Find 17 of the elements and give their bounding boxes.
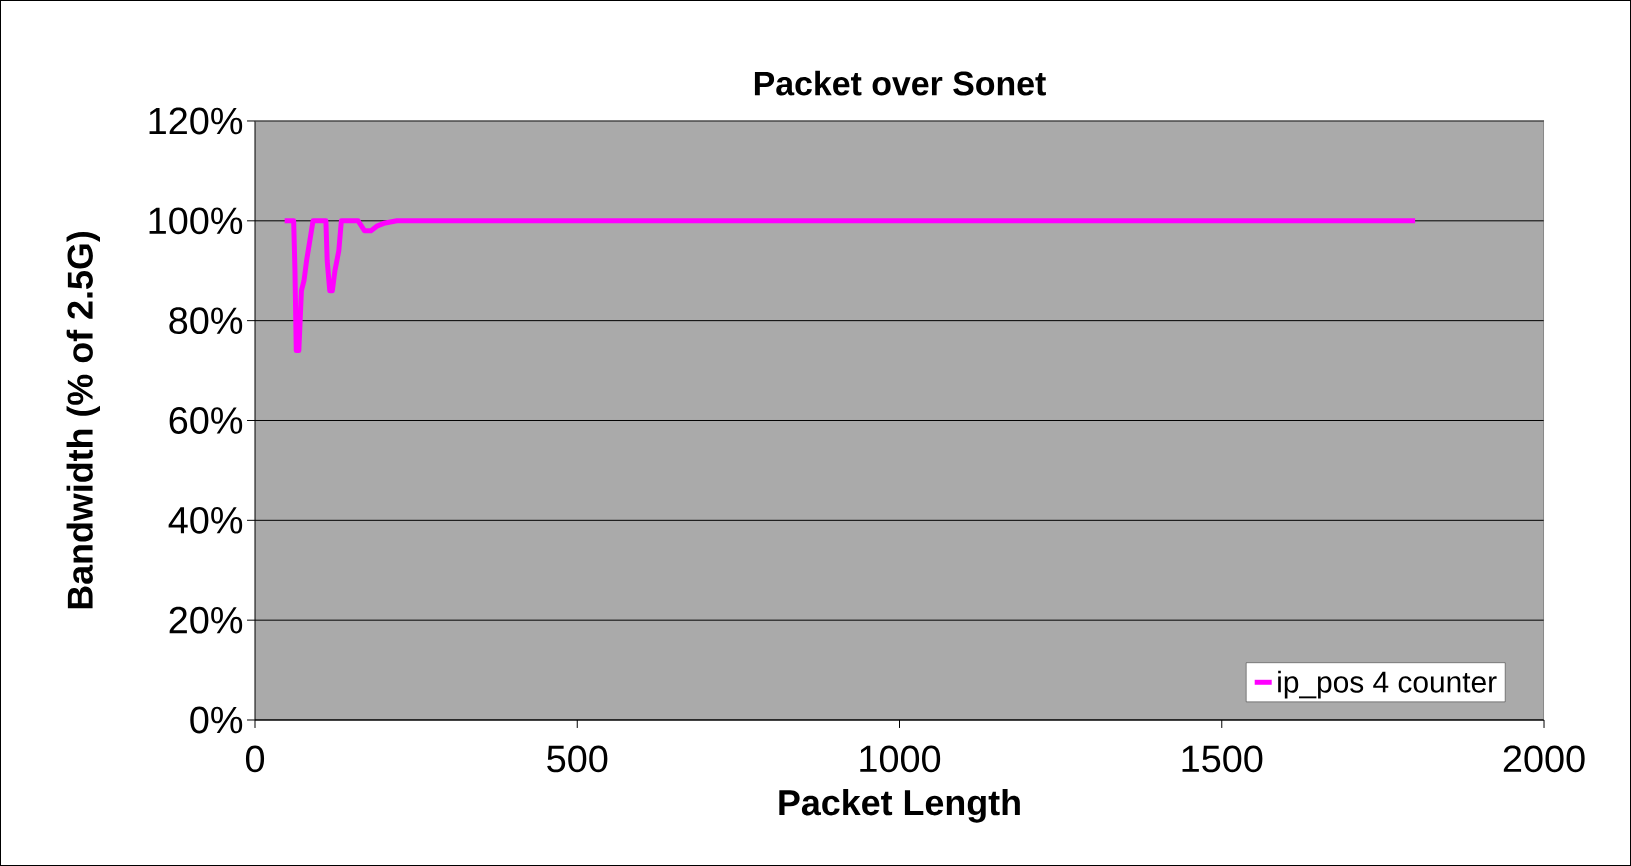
- y-axis-title: Bandwidth (% of 2.5G): [66, 231, 100, 609]
- chart-title: Packet over Sonet: [754, 70, 1046, 96]
- x-tick-label: 500: [547, 745, 608, 773]
- y-tick-label: 120%: [149, 107, 243, 135]
- y-tick-label: 80%: [169, 307, 243, 335]
- y-tick-label: 60%: [169, 407, 243, 434]
- x-tick-label: 2000: [1503, 745, 1585, 773]
- legend-label: ip_pos 4 counter: [1278, 670, 1497, 699]
- y-tick-label: 0%: [190, 706, 243, 734]
- x-tick-label: 0: [245, 745, 265, 773]
- x-tick-label: 1000: [860, 745, 941, 773]
- x-tick-label: 1500: [1182, 745, 1263, 773]
- y-tick-label: 40%: [168, 506, 243, 534]
- y-tick-label: 20%: [169, 606, 243, 634]
- line-series: [282, 218, 1418, 354]
- y-tick-label: 100%: [149, 207, 243, 235]
- x-axis-title: Packet Length: [779, 789, 1020, 823]
